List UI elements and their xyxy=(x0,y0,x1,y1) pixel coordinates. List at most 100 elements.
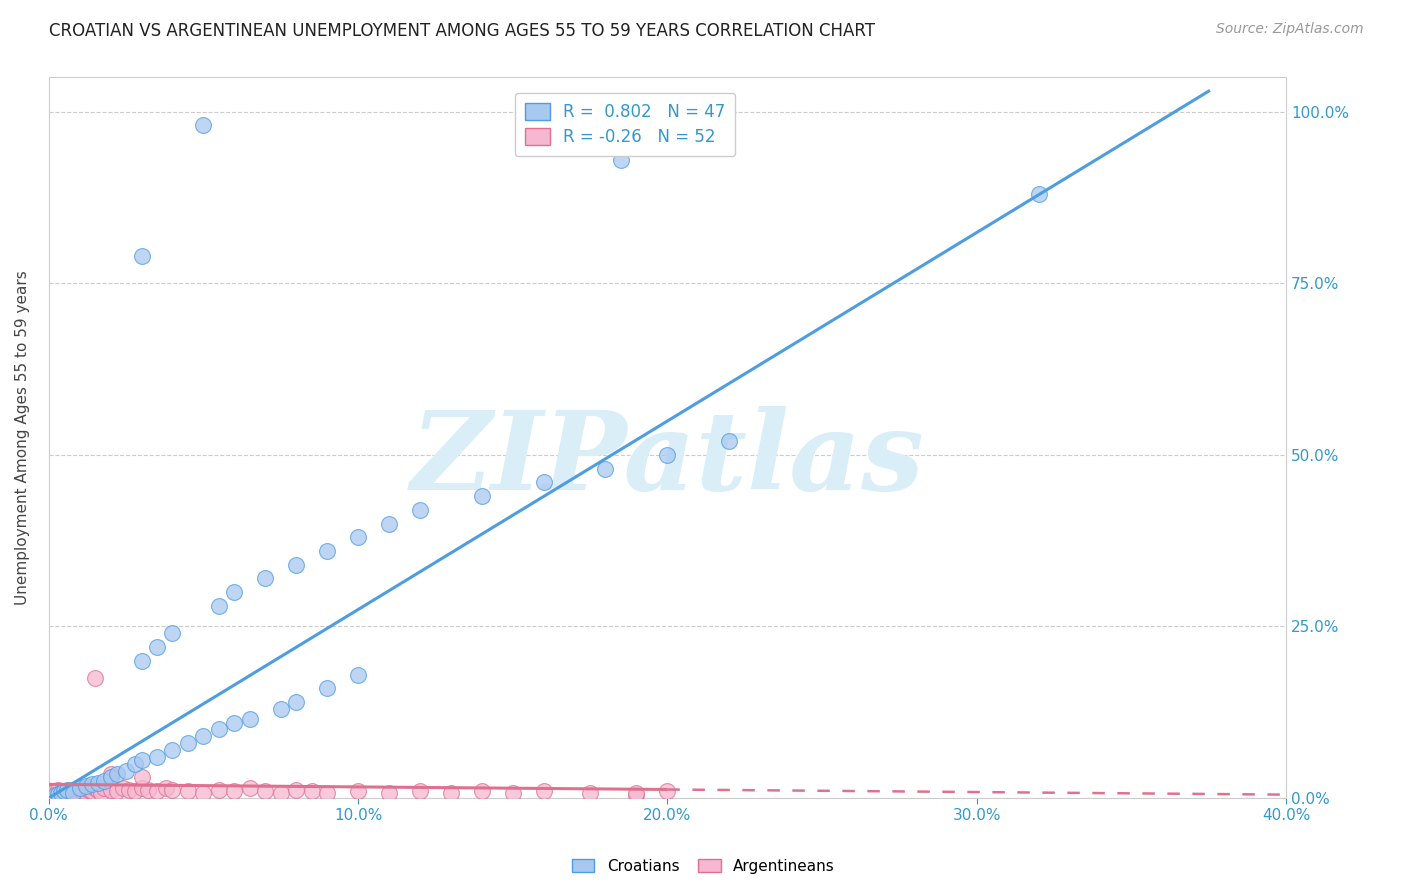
Point xyxy=(124,756,146,771)
Point xyxy=(533,784,555,798)
Point xyxy=(75,779,97,793)
Text: Source: ZipAtlas.com: Source: ZipAtlas.com xyxy=(1216,22,1364,37)
Point xyxy=(409,503,432,517)
Point xyxy=(115,764,138,778)
Point xyxy=(378,786,401,800)
Point xyxy=(105,767,128,781)
Point xyxy=(224,784,246,798)
Point xyxy=(124,784,146,798)
Point xyxy=(111,780,134,795)
Y-axis label: Unemployment Among Ages 55 to 59 years: Unemployment Among Ages 55 to 59 years xyxy=(15,270,30,605)
Point xyxy=(118,782,141,797)
Point xyxy=(239,712,262,726)
Point xyxy=(626,788,648,802)
Point xyxy=(162,626,184,640)
Point xyxy=(657,784,679,798)
Point xyxy=(131,780,153,795)
Point xyxy=(316,786,339,800)
Point xyxy=(49,786,72,800)
Point xyxy=(347,667,370,681)
Point xyxy=(59,782,82,797)
Point xyxy=(316,681,339,696)
Point xyxy=(239,780,262,795)
Point xyxy=(69,780,91,795)
Point xyxy=(80,784,103,798)
Point xyxy=(193,729,215,743)
Point xyxy=(208,782,231,797)
Point xyxy=(657,448,679,462)
Point xyxy=(378,516,401,531)
Point xyxy=(177,784,200,798)
Point xyxy=(285,558,308,572)
Point xyxy=(93,773,115,788)
Point xyxy=(41,786,63,800)
Point xyxy=(146,750,169,764)
Point xyxy=(44,784,66,798)
Point xyxy=(56,786,79,800)
Point xyxy=(270,702,292,716)
Point xyxy=(347,530,370,544)
Point xyxy=(610,153,633,167)
Point xyxy=(595,461,617,475)
Point xyxy=(162,743,184,757)
Point xyxy=(131,771,153,785)
Point xyxy=(62,786,84,800)
Point xyxy=(502,786,524,800)
Point xyxy=(224,715,246,730)
Point xyxy=(56,782,79,797)
Point xyxy=(177,736,200,750)
Point xyxy=(270,786,292,800)
Point xyxy=(1028,187,1050,202)
Point xyxy=(100,782,122,797)
Point xyxy=(131,753,153,767)
Text: ZIPatlas: ZIPatlas xyxy=(411,406,924,513)
Point xyxy=(471,489,494,503)
Point xyxy=(53,784,76,798)
Point xyxy=(471,784,494,798)
Point xyxy=(77,782,100,797)
Point xyxy=(69,782,91,797)
Point xyxy=(440,786,463,800)
Point xyxy=(136,782,159,797)
Point xyxy=(93,780,115,795)
Point xyxy=(72,784,94,798)
Point xyxy=(533,475,555,490)
Point xyxy=(84,780,107,795)
Point xyxy=(105,784,128,798)
Point xyxy=(53,784,76,798)
Point xyxy=(193,119,215,133)
Point xyxy=(579,786,602,800)
Legend: R =  0.802   N = 47, R = -0.26   N = 52: R = 0.802 N = 47, R = -0.26 N = 52 xyxy=(515,93,735,156)
Legend: Croatians, Argentineans: Croatians, Argentineans xyxy=(565,853,841,880)
Point xyxy=(80,777,103,791)
Point xyxy=(224,585,246,599)
Point xyxy=(46,782,69,797)
Point xyxy=(146,784,169,798)
Point xyxy=(193,786,215,800)
Point xyxy=(100,767,122,781)
Point xyxy=(162,782,184,797)
Point xyxy=(87,776,110,790)
Point xyxy=(155,780,177,795)
Point xyxy=(49,786,72,800)
Point xyxy=(409,784,432,798)
Point xyxy=(44,788,66,802)
Point xyxy=(100,771,122,785)
Point xyxy=(285,782,308,797)
Point xyxy=(46,787,69,801)
Point xyxy=(208,599,231,613)
Point xyxy=(316,544,339,558)
Point xyxy=(87,782,110,797)
Point xyxy=(84,671,107,685)
Point xyxy=(146,640,169,654)
Point xyxy=(131,654,153,668)
Point xyxy=(131,249,153,263)
Point xyxy=(285,695,308,709)
Point xyxy=(626,786,648,800)
Text: CROATIAN VS ARGENTINEAN UNEMPLOYMENT AMONG AGES 55 TO 59 YEARS CORRELATION CHART: CROATIAN VS ARGENTINEAN UNEMPLOYMENT AMO… xyxy=(49,22,875,40)
Point xyxy=(90,786,112,800)
Point xyxy=(75,780,97,795)
Point xyxy=(65,786,87,800)
Point xyxy=(208,723,231,737)
Point xyxy=(62,784,84,798)
